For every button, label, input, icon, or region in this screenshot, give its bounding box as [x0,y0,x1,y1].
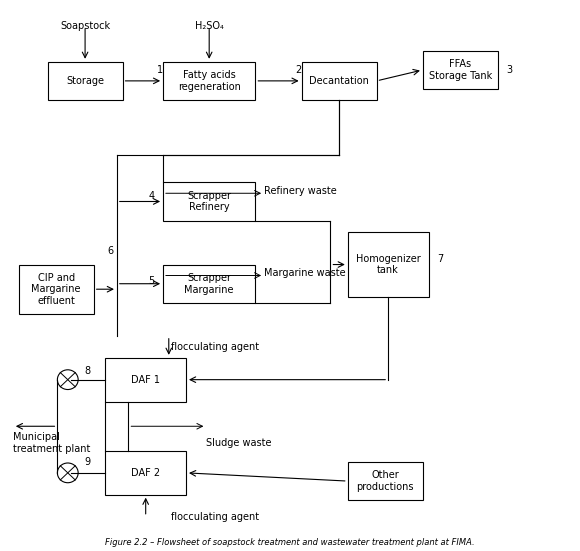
FancyBboxPatch shape [163,182,255,221]
Text: 2: 2 [295,65,302,75]
Text: FFAs
Storage Tank: FFAs Storage Tank [429,59,492,80]
FancyBboxPatch shape [48,62,122,100]
Text: Margarine waste: Margarine waste [264,268,346,278]
Text: CIP and
Margarine
effluent: CIP and Margarine effluent [31,273,81,306]
Text: Municipal
treatment plant: Municipal treatment plant [13,432,90,453]
Text: 3: 3 [506,65,513,75]
Text: Scrapper
Refinery: Scrapper Refinery [187,191,231,212]
FancyBboxPatch shape [106,451,186,495]
Text: 9: 9 [85,457,91,467]
Text: Homogenizer
tank: Homogenizer tank [356,254,420,276]
FancyBboxPatch shape [348,462,423,500]
Text: 8: 8 [85,366,91,376]
Text: Refinery waste: Refinery waste [264,186,337,196]
Text: flocculating agent: flocculating agent [171,512,259,522]
Text: 5: 5 [148,276,154,286]
Text: Other
productions: Other productions [357,471,414,492]
FancyBboxPatch shape [348,231,429,298]
FancyBboxPatch shape [302,62,376,100]
Text: 4: 4 [148,191,154,201]
Text: Storage: Storage [66,76,104,86]
Text: 6: 6 [108,246,114,256]
Text: flocculating agent: flocculating agent [171,342,259,352]
Text: DAF 1: DAF 1 [131,375,160,385]
Text: 1: 1 [157,65,163,75]
Text: Figure 2.2 – Flowsheet of soapstock treatment and wastewater treatment plant at : Figure 2.2 – Flowsheet of soapstock trea… [105,538,475,547]
Text: DAF 2: DAF 2 [131,468,160,478]
Text: H₂SO₄: H₂SO₄ [195,21,224,31]
Text: Scrapper
Margarine: Scrapper Margarine [184,273,234,295]
Text: Sludge waste: Sludge waste [206,437,272,448]
FancyBboxPatch shape [163,264,255,303]
FancyBboxPatch shape [423,51,498,89]
Text: Decantation: Decantation [309,76,369,86]
FancyBboxPatch shape [163,62,255,100]
FancyBboxPatch shape [19,264,94,314]
FancyBboxPatch shape [106,358,186,402]
Text: Soapstock: Soapstock [60,21,110,31]
Text: 7: 7 [437,254,444,264]
Text: Fatty acids
regeneration: Fatty acids regeneration [177,70,241,91]
